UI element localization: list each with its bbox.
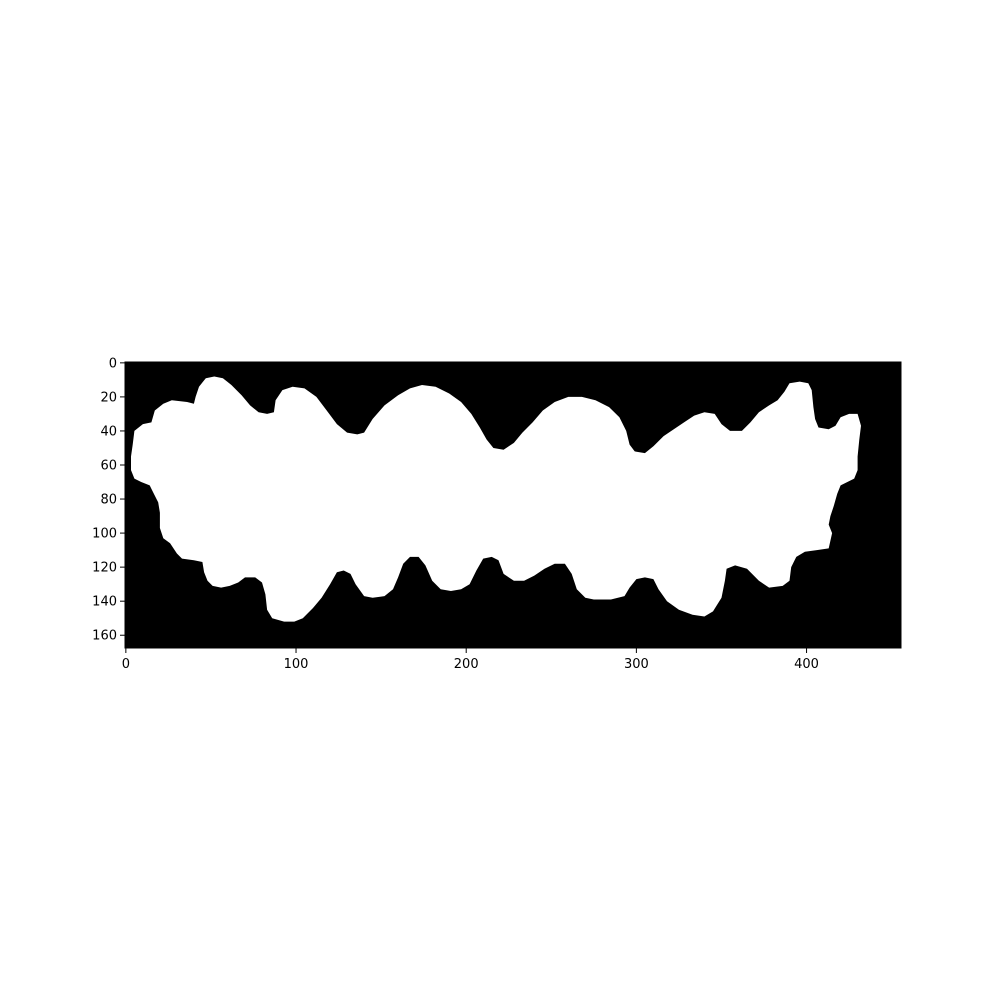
- x-axis: 0 100 200 300 400: [122, 648, 819, 672]
- plot-area: [124, 361, 902, 649]
- x-tick-label: 100: [284, 657, 309, 672]
- x-tick-label: 400: [794, 657, 819, 672]
- y-tick-label: 140: [92, 595, 117, 610]
- y-tick-label: 0: [109, 356, 117, 371]
- x-tick-label: 300: [624, 657, 649, 672]
- y-tick-label: 40: [100, 424, 117, 439]
- y-tick-label: 80: [100, 493, 117, 508]
- y-tick-label: 160: [92, 629, 117, 644]
- y-tick-label: 100: [92, 527, 117, 542]
- y-tick-label: 60: [100, 458, 117, 473]
- y-tick-label: 20: [100, 390, 117, 405]
- y-tick-label: 120: [92, 561, 117, 576]
- mask-blob: [131, 376, 861, 622]
- axes-frame: [124, 361, 902, 649]
- x-tick-label: 200: [454, 657, 479, 672]
- y-axis: 0 20 40 60 80 100 120 140 160: [92, 356, 125, 644]
- x-tick-label: 0: [122, 657, 130, 672]
